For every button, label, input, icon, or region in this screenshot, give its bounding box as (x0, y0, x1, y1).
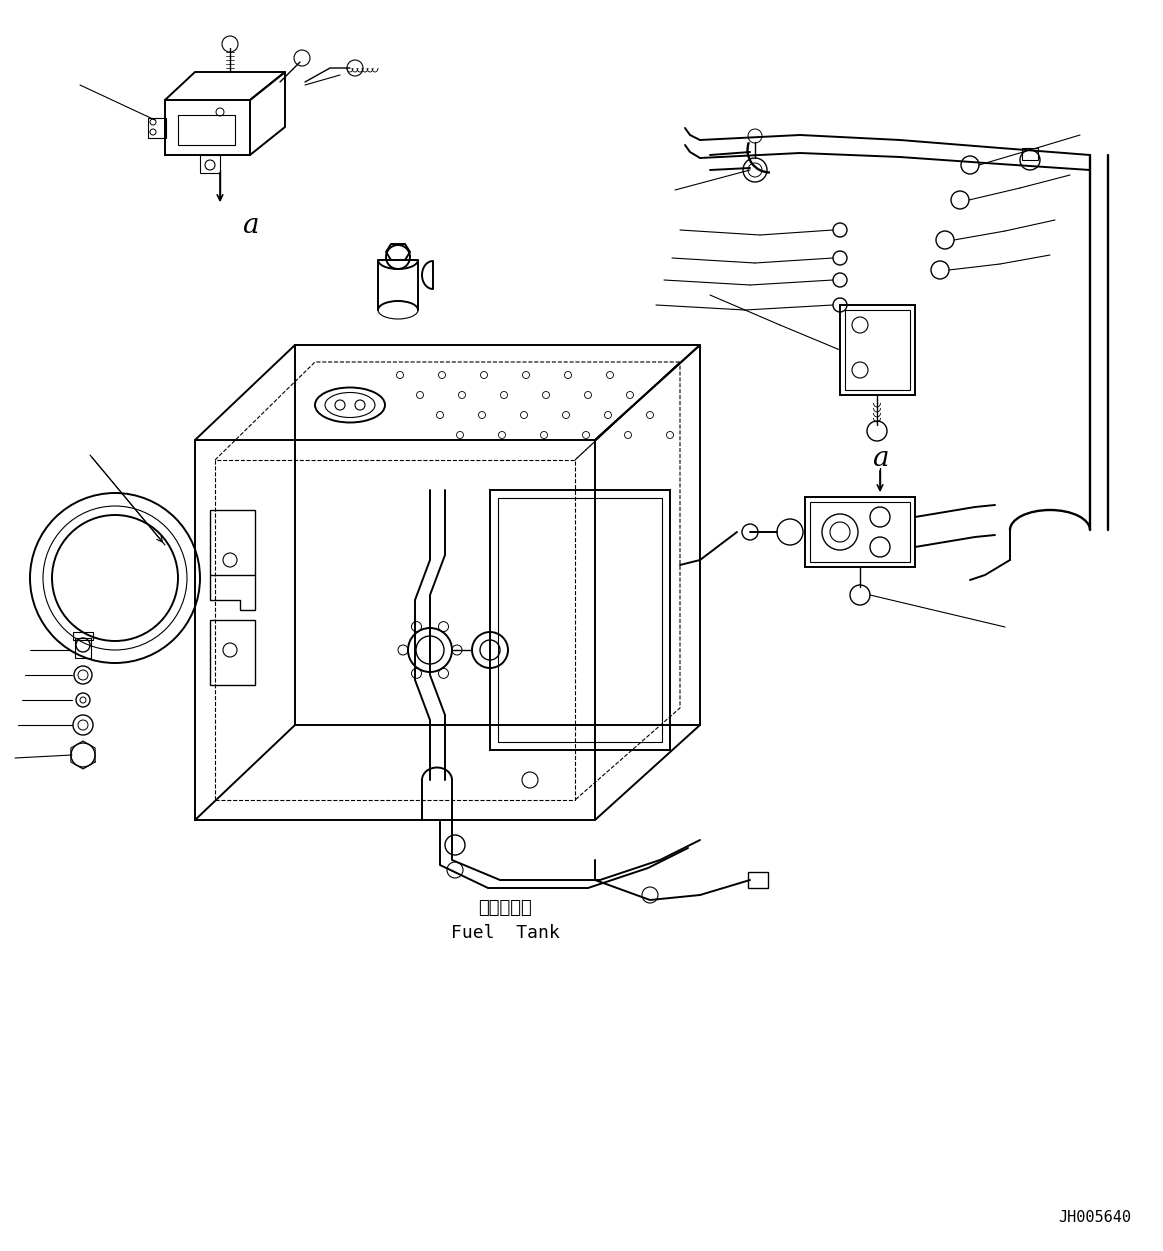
Bar (846, 310, 909, 390)
Bar (498, 498, 662, 742)
Bar (73, 632, 93, 641)
Text: a: a (872, 444, 889, 472)
Bar (200, 155, 220, 173)
Bar (1022, 148, 1039, 160)
Text: JH005640: JH005640 (1058, 1211, 1132, 1226)
Bar (809, 502, 909, 562)
Bar (840, 305, 915, 395)
Bar (490, 490, 670, 751)
Bar (74, 638, 91, 658)
Bar (148, 118, 166, 138)
Bar (211, 510, 255, 575)
Text: 燃料タンク: 燃料タンク (478, 899, 531, 917)
Text: a: a (242, 211, 258, 239)
Bar (805, 497, 915, 567)
Bar (178, 115, 235, 145)
Bar (211, 620, 255, 686)
Bar (748, 872, 768, 888)
Text: Fuel  Tank: Fuel Tank (450, 924, 559, 942)
